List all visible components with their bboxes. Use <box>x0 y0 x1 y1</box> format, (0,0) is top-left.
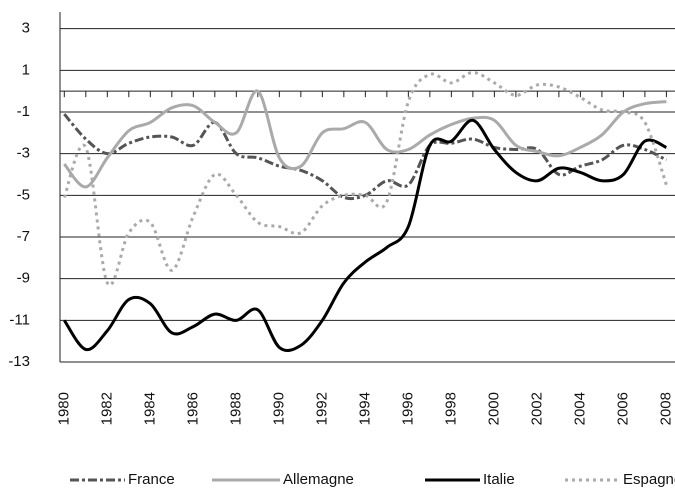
y-tick-label: -7 <box>17 228 30 245</box>
line-series <box>63 113 668 201</box>
x-tick-label: 1990 <box>270 392 287 425</box>
x-tick-label: 2008 <box>657 392 674 425</box>
x-tick-label: 1998 <box>442 392 459 425</box>
x-tick-label: 1980 <box>55 392 72 425</box>
x-tick-label: 1984 <box>141 392 158 425</box>
x-tick-label: 1982 <box>98 392 115 425</box>
legend-label: Italie <box>483 471 515 488</box>
y-tick-label: -9 <box>17 270 30 287</box>
x-tick-label: 1988 <box>227 392 244 425</box>
line-series <box>62 70 668 287</box>
x-tick-label: 2000 <box>485 392 502 425</box>
y-tick-label: -13 <box>8 353 30 370</box>
x-tick-label: 2002 <box>528 392 545 425</box>
legend-label: Espagne <box>623 471 675 488</box>
x-tick-label: 1986 <box>184 392 201 425</box>
y-tick-label: -11 <box>9 311 30 328</box>
y-tick-label: -1 <box>17 103 30 120</box>
line-series <box>63 118 668 353</box>
x-tick-label: 2004 <box>571 392 588 425</box>
x-tick-label: 1992 <box>313 392 330 425</box>
legend-label: France <box>128 471 175 488</box>
y-tick-label: 3 <box>22 20 30 37</box>
x-tick-label: 2006 <box>614 392 631 425</box>
legend-label: Allemagne <box>283 471 354 488</box>
x-tick-label: 1996 <box>399 392 416 425</box>
y-tick-label: -3 <box>17 145 30 162</box>
line-series <box>63 89 667 189</box>
x-tick-label: 1994 <box>356 392 373 425</box>
y-tick-label: 1 <box>22 61 30 78</box>
y-tick-label: -5 <box>17 186 30 203</box>
